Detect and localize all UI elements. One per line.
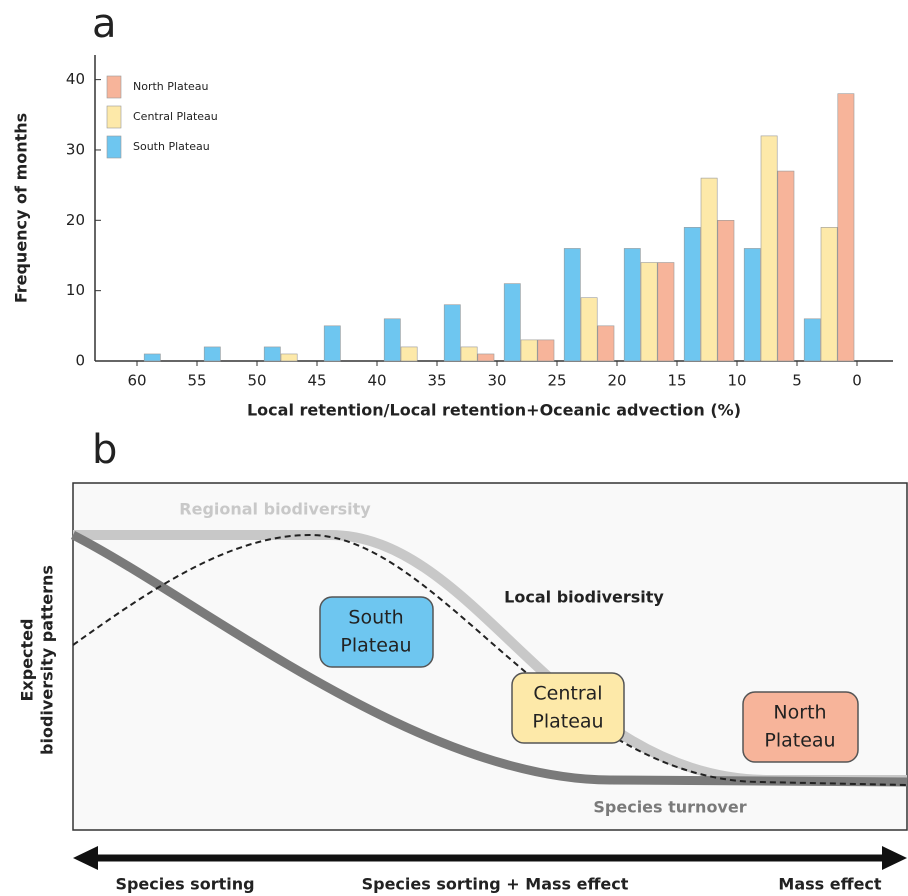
box-label: Central <box>533 683 602 705</box>
bar <box>503 283 521 362</box>
x-tick-label: 60 <box>127 372 146 390</box>
legend-label: South Plateau <box>133 140 210 153</box>
box-label: South <box>348 607 403 629</box>
x-tick-label: 40 <box>367 372 386 390</box>
legend-swatch <box>106 135 122 159</box>
y-tick-label: 40 <box>66 70 85 88</box>
diagram-y-label: biodiversity patterns <box>38 565 57 755</box>
bar <box>477 353 495 362</box>
arrow-head <box>73 846 98 870</box>
bar <box>837 93 855 362</box>
x-tick-label: 35 <box>427 372 446 390</box>
x-tick-label: 0 <box>852 372 862 390</box>
local-label: Local biodiversity <box>504 588 664 607</box>
box-label: Plateau <box>532 711 603 733</box>
panel-label: a <box>92 1 117 47</box>
bar <box>717 220 735 362</box>
y-tick-label: 30 <box>66 140 85 158</box>
bar <box>563 248 581 362</box>
panel-label: b <box>92 427 117 473</box>
y-tick-label: 0 <box>75 352 85 370</box>
x-tick-label: 5 <box>792 372 802 390</box>
box-label: Plateau <box>764 730 835 752</box>
bar <box>323 325 341 362</box>
x-tick-label: 45 <box>307 372 326 390</box>
bar <box>700 177 718 362</box>
legend-label: North Plateau <box>133 80 209 93</box>
arrow-head <box>882 846 907 870</box>
bar <box>280 353 298 362</box>
y-axis-label: Frequency of months <box>12 113 31 303</box>
bar <box>460 346 478 362</box>
central-box <box>511 672 625 744</box>
x-tick-label: 50 <box>247 372 266 390</box>
x-tick-label: 25 <box>547 372 566 390</box>
bar <box>443 304 461 362</box>
south-box <box>319 596 434 668</box>
y-tick-label: 20 <box>66 211 85 229</box>
bar <box>640 262 658 362</box>
turnover-label: Species turnover <box>593 798 746 817</box>
box-label: North <box>773 702 826 724</box>
bar <box>760 135 778 362</box>
bar <box>143 353 161 362</box>
x-tick-label: 15 <box>667 372 686 390</box>
bar <box>597 325 615 362</box>
bar <box>383 318 401 362</box>
local-curve <box>72 533 908 786</box>
bar <box>580 297 598 362</box>
legend-swatch <box>106 75 122 99</box>
gradient-label: Species sorting + Mass effect <box>362 875 629 894</box>
north-box <box>742 691 859 763</box>
bar <box>683 227 701 362</box>
x-tick-label: 10 <box>727 372 746 390</box>
legend-swatch <box>106 105 122 129</box>
x-axis-label: Local retention/Local retention+Oceanic … <box>247 401 741 420</box>
bar <box>820 227 838 362</box>
diagram-y-label: Expected <box>18 619 37 702</box>
bar <box>743 248 761 362</box>
turnover-curve <box>70 530 908 787</box>
bar <box>777 170 795 362</box>
regional-curve <box>73 530 907 785</box>
bar <box>263 346 281 362</box>
box-label: Plateau <box>340 635 411 657</box>
regional-label: Regional biodiversity <box>179 500 371 519</box>
diagram-frame <box>72 482 908 831</box>
bar <box>623 248 641 362</box>
legend-label: Central Plateau <box>133 110 218 123</box>
bar <box>537 339 555 362</box>
gradient-label: Mass effect <box>778 875 881 894</box>
y-tick-label: 10 <box>66 281 85 299</box>
gradient-label: Species sorting <box>115 875 254 894</box>
bar <box>520 339 538 362</box>
x-tick-label: 55 <box>187 372 206 390</box>
bar <box>657 262 675 362</box>
x-tick-label: 20 <box>607 372 626 390</box>
bar <box>400 346 418 362</box>
bar <box>203 346 221 362</box>
bar <box>803 318 821 362</box>
x-tick-label: 30 <box>487 372 506 390</box>
